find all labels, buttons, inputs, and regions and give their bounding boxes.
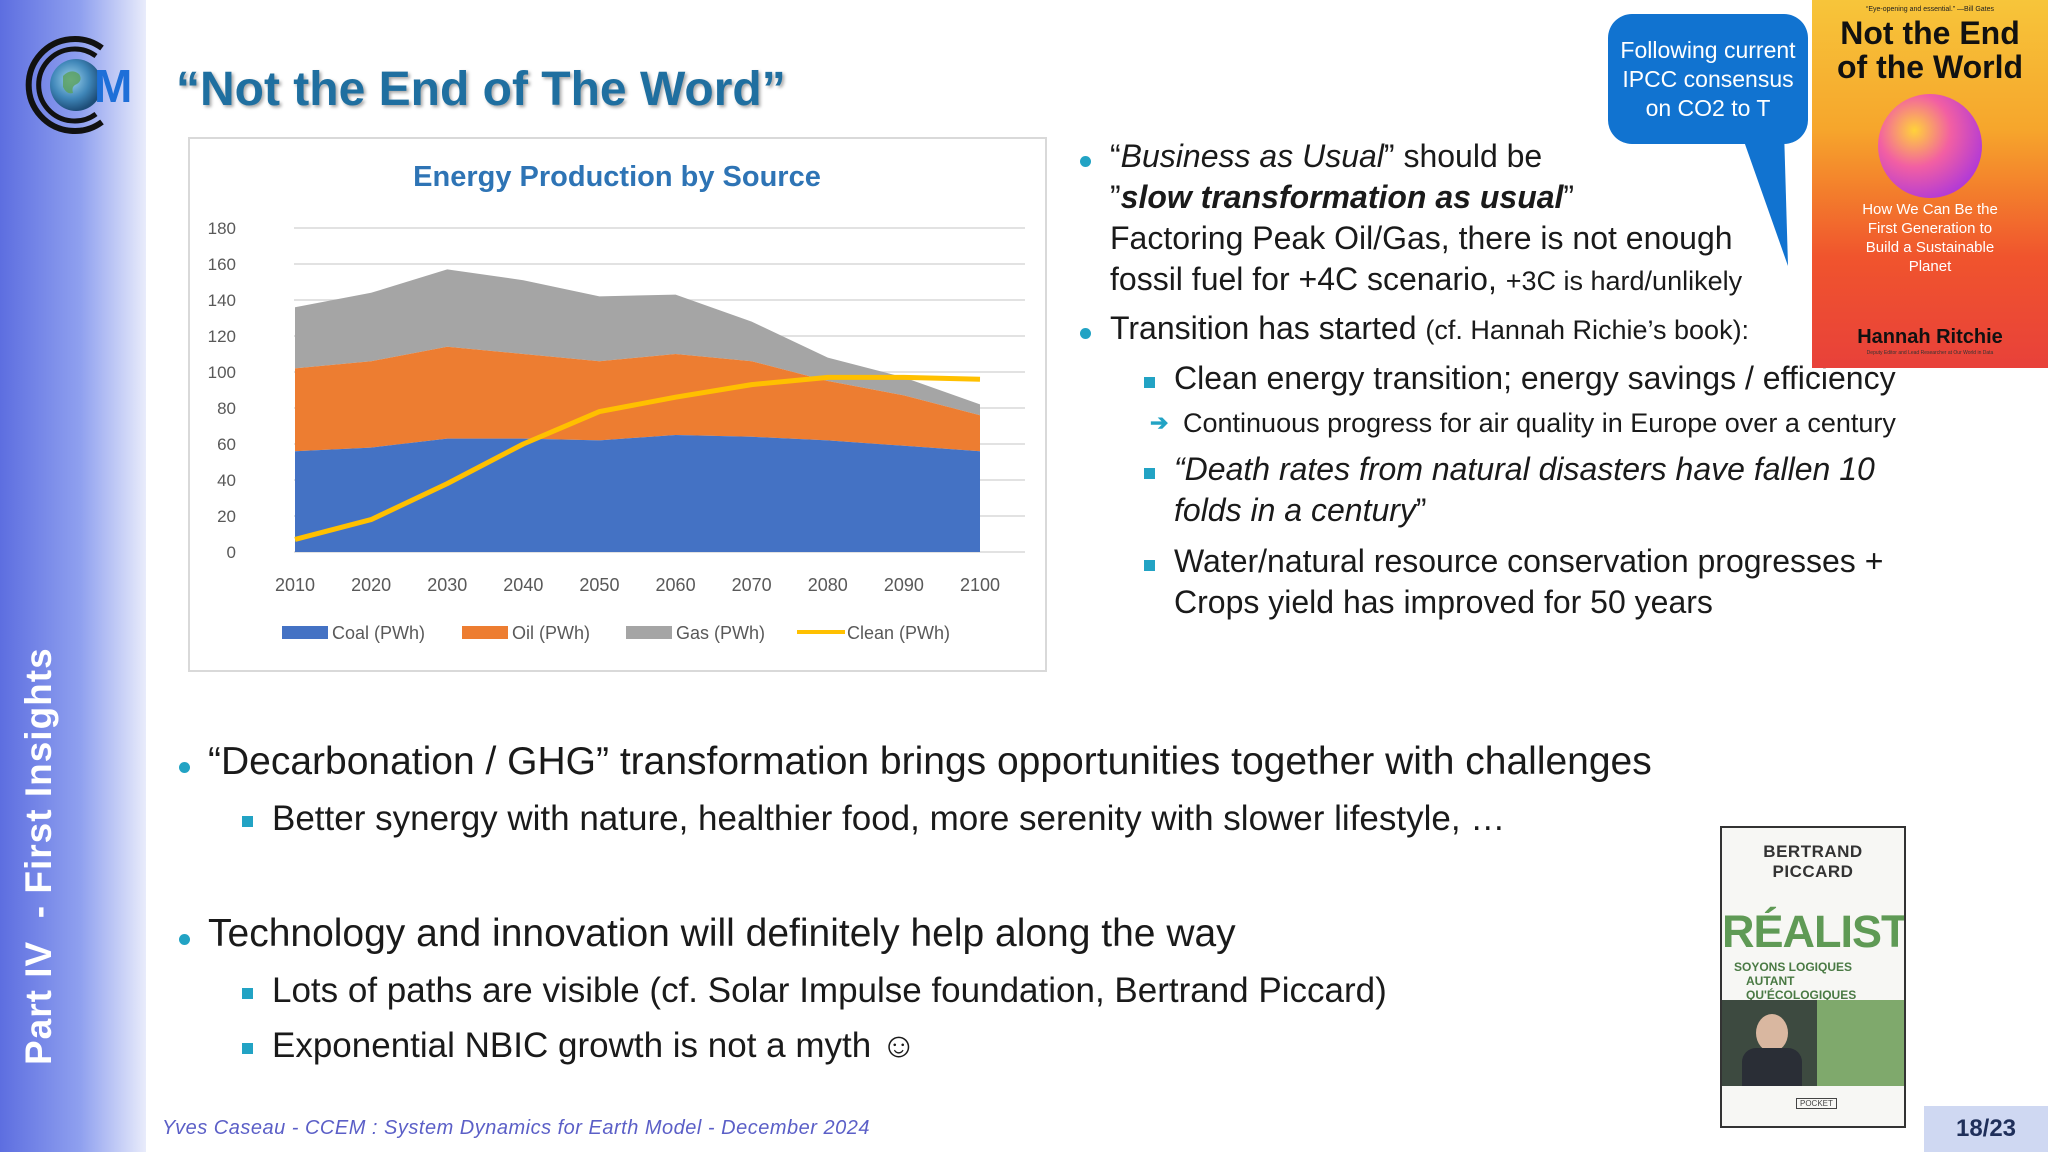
book-cover-realiste: BERTRAND PICCARD RÉALISTE SOYONS LOGIQUE… bbox=[1720, 826, 1906, 1128]
bullet-square bbox=[242, 816, 253, 827]
sidebar-band bbox=[0, 0, 146, 1152]
bullet-peak-oil: Factoring Peak Oil/Gas, there is not eno… bbox=[1110, 220, 1733, 256]
x-tick-label: 2040 bbox=[503, 575, 543, 595]
ccem-logo: M bbox=[25, 36, 132, 134]
energy-chart-svg: Energy Production by Source0204060801001… bbox=[208, 161, 1025, 643]
bullet-transition: Transition has started (cf. Hannah Richi… bbox=[1110, 310, 1750, 346]
bullet-dot bbox=[179, 762, 190, 773]
sub-bullet-death-rates-2: folds in a century” bbox=[1174, 492, 1427, 528]
section-label: Part IV - First Insights bbox=[18, 647, 59, 1065]
x-tick-label: 2030 bbox=[427, 575, 467, 595]
area-coal bbox=[295, 435, 980, 552]
y-tick-label: 160 bbox=[208, 255, 236, 274]
bullet-square bbox=[1144, 377, 1155, 388]
energy-chart: Energy Production by Source 0 20 40 60 80 100 1… bbox=[188, 137, 1047, 672]
book1-title: Not the End of the World bbox=[1836, 15, 2024, 85]
y-tick-label: 140 bbox=[208, 291, 236, 310]
sub-bullet-clean-energy: Clean energy transition; energy savings … bbox=[1174, 360, 1896, 396]
arrow-icon: ➔ bbox=[1150, 410, 1169, 435]
legend-swatch bbox=[282, 626, 328, 639]
area-oil bbox=[295, 346, 980, 452]
x-tick-label: 2090 bbox=[884, 575, 924, 595]
book1-author-note: Deputy Editor and Lead Researcher at Our… bbox=[1866, 350, 1994, 356]
sub-bullet-paths: Lots of paths are visible (cf. Solar Imp… bbox=[272, 971, 1387, 1010]
book2-publisher: POCKET bbox=[1796, 1098, 1837, 1109]
y-tick-label: 60 bbox=[217, 435, 236, 454]
book2-title: RÉALISTE bbox=[1722, 906, 1906, 957]
sub-bullet-synergy: Better synergy with nature, healthier fo… bbox=[272, 799, 1506, 838]
logo-letter: M bbox=[94, 60, 132, 112]
book1-sphere bbox=[1878, 94, 1982, 198]
bullet-fossil-fuel: fossil fuel for +4C scenario, +3C is har… bbox=[1110, 261, 1743, 297]
bullet-technology: Technology and innovation will definitel… bbox=[208, 912, 1236, 955]
sub-bullet-water-1: Water/natural resource conservation prog… bbox=[1174, 543, 1884, 579]
bullet-dot bbox=[179, 934, 190, 945]
legend-label: Coal (PWh) bbox=[332, 623, 425, 643]
y-tick-label: 40 bbox=[217, 471, 236, 490]
bullet-business-as-usual: “Business as Usual” should be bbox=[1110, 138, 1543, 174]
legend-swatch bbox=[626, 626, 672, 639]
legend-swatch bbox=[462, 626, 508, 639]
x-tick-label: 2050 bbox=[579, 575, 619, 595]
x-tick-label: 2080 bbox=[808, 575, 848, 595]
bullet-square bbox=[242, 1043, 253, 1054]
y-tick-label: 120 bbox=[208, 327, 236, 346]
x-tick-label: 2020 bbox=[351, 575, 391, 595]
sub-bullet-death-rates-1: “Death rates from natural disasters have… bbox=[1174, 451, 1875, 487]
y-tick-label: 180 bbox=[208, 219, 236, 238]
y-tick-label: 0 bbox=[227, 543, 236, 562]
x-tick-label: 2010 bbox=[275, 575, 315, 595]
sub-bullet-nbic: Exponential NBIC growth is not a myth ☺ bbox=[272, 1026, 917, 1065]
book2-author: BERTRAND PICCARD bbox=[1763, 842, 1863, 881]
y-tick-label: 20 bbox=[217, 507, 236, 526]
bullet-dot bbox=[1080, 156, 1091, 167]
x-tick-label: 2060 bbox=[656, 575, 696, 595]
y-tick-label: 80 bbox=[217, 399, 236, 418]
slide-title: “Not the End of The Word” bbox=[176, 63, 786, 116]
ipcc-callout: Following current IPCC consensus on CO2 … bbox=[1608, 14, 1808, 144]
book2-subtitle: SOYONS LOGIQUES AUTANT QU'ÉCOLOGIQUES bbox=[1734, 960, 1857, 1002]
bullet-slow-transformation: ”slow transformation as usual” bbox=[1110, 179, 1575, 215]
bullet-square bbox=[1144, 560, 1155, 571]
bullet-square bbox=[242, 988, 253, 999]
arrow-item-air-quality: Continuous progress for air quality in E… bbox=[1183, 408, 1896, 438]
x-tick-label: 2100 bbox=[960, 575, 1000, 595]
book1-subtitle: How We Can Be the First Generation to Bu… bbox=[1862, 201, 1998, 275]
book-cover-not-the-end: “Eye-opening and essential.” —Bill Gates… bbox=[1812, 0, 2048, 368]
book2-photo-band bbox=[1722, 1000, 1904, 1086]
y-tick-label: 100 bbox=[208, 363, 236, 382]
callout-tail bbox=[1740, 130, 1788, 266]
area-gas bbox=[295, 269, 980, 416]
bullet-decarbonation: “Decarbonation / GHG” transformation bri… bbox=[208, 740, 1652, 783]
legend-label: Oil (PWh) bbox=[512, 623, 590, 643]
sub-bullet-water-2: Crops yield has improved for 50 years bbox=[1174, 584, 1713, 620]
page-number: 18/23 bbox=[1924, 1106, 2048, 1152]
line-clean bbox=[294, 374, 981, 542]
book1-author: Hannah Ritchie bbox=[1857, 326, 2003, 348]
book1-quote: “Eye-opening and essential.” —Bill Gates bbox=[1865, 6, 1994, 13]
legend-label: Clean (PWh) bbox=[847, 623, 950, 643]
legend-label: Gas (PWh) bbox=[676, 623, 765, 643]
book2-portrait bbox=[1756, 1014, 1788, 1052]
footer-text: Yves Caseau - CCEM : System Dynamics for… bbox=[162, 1117, 870, 1139]
bullet-square bbox=[1144, 468, 1155, 479]
x-tick-label: 2070 bbox=[732, 575, 772, 595]
bullet-dot bbox=[1080, 328, 1091, 339]
chart-title: Energy Production by Source bbox=[413, 161, 821, 193]
